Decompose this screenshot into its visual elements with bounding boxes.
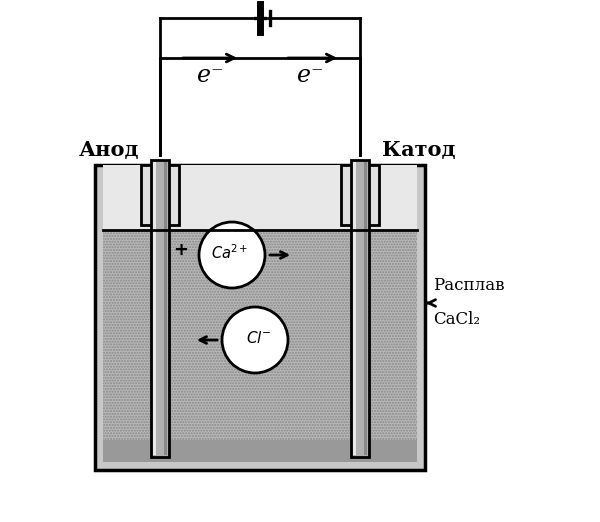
Bar: [103, 440, 417, 462]
Text: Катод: Катод: [382, 140, 455, 160]
Bar: [364, 162, 367, 455]
Text: +: +: [173, 241, 188, 259]
Text: Анод: Анод: [79, 140, 139, 160]
Bar: [95, 165, 425, 470]
Bar: [151, 160, 169, 457]
Bar: [103, 165, 417, 462]
Bar: [353, 162, 356, 455]
Bar: [341, 165, 379, 225]
Bar: [95, 165, 425, 470]
Bar: [103, 230, 417, 462]
Text: Cl$^{-}$: Cl$^{-}$: [245, 330, 271, 346]
Circle shape: [199, 222, 265, 288]
Circle shape: [222, 307, 288, 373]
Text: e⁻: e⁻: [297, 65, 323, 88]
Text: CaCl₂: CaCl₂: [433, 312, 480, 328]
Bar: [164, 162, 167, 455]
Text: e⁻: e⁻: [197, 65, 223, 88]
Bar: [103, 230, 417, 462]
Bar: [351, 160, 369, 457]
Bar: [153, 162, 156, 455]
Bar: [141, 165, 179, 225]
Text: Расплав: Расплав: [433, 277, 505, 293]
Text: Ca$^{2+}$: Ca$^{2+}$: [211, 244, 248, 263]
